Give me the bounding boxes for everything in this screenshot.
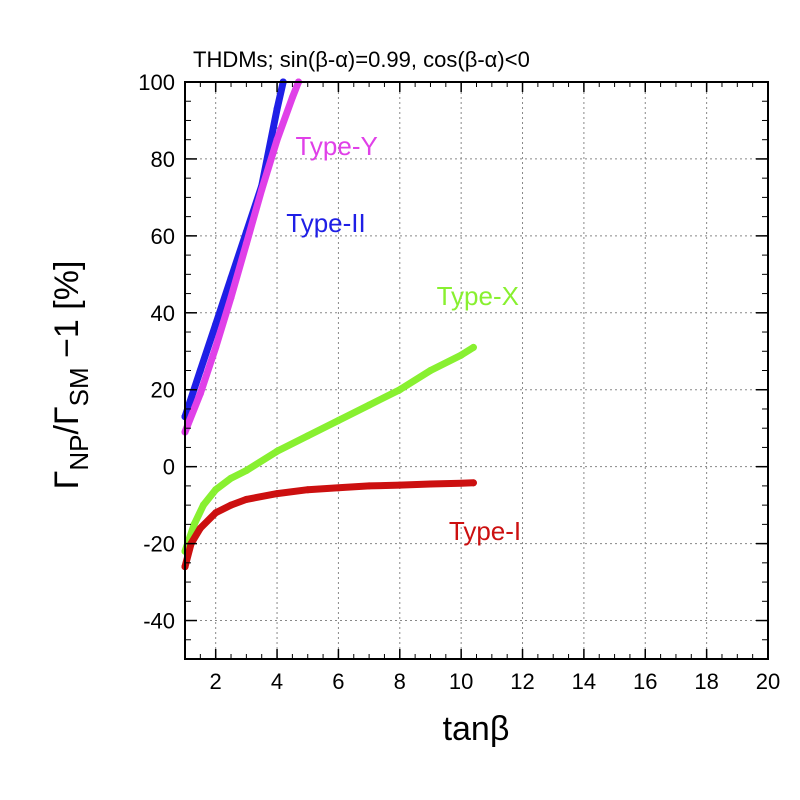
y-tick-label: 60: [151, 224, 175, 249]
data-point-type-y: [258, 186, 266, 194]
data-point-type-ii: [196, 367, 204, 374]
y-tick-label: 100: [138, 70, 175, 95]
data-point-type-x: [273, 447, 281, 455]
series-label-type-x: Type-X: [437, 281, 519, 311]
data-point-type-y: [288, 93, 296, 101]
x-tick-label: 6: [332, 669, 344, 694]
y-tick-label: -20: [143, 532, 175, 557]
y-tick-label: 40: [151, 301, 175, 326]
ticks: 2 4 6 8 10 12 14 16 18 20 -40 -20 0 20 40 60 80 100: [138, 70, 780, 694]
x-axis-label: tanβ: [443, 710, 510, 748]
data-point-type-i: [457, 479, 465, 487]
data-point-type-i: [396, 481, 404, 489]
y-label-rest: −1 [%]: [48, 261, 86, 368]
y-label-gamma-2: /Γ: [48, 406, 86, 434]
x-tick-label: 4: [271, 669, 283, 694]
data-point-type-ii: [273, 105, 281, 113]
y-tick-label: 0: [163, 455, 175, 480]
data-point-type-x: [396, 386, 404, 394]
data-point-type-i: [426, 480, 434, 488]
data-point-type-i: [334, 484, 342, 492]
data-point-type-x: [190, 520, 198, 528]
x-tick-label: 16: [633, 669, 657, 694]
data-point-type-y: [212, 343, 220, 351]
series-layer: [181, 78, 477, 571]
chart-title: THDMs; sin(β-α)=0.99, cos(β-α)<0: [193, 47, 530, 72]
data-point-type-x: [334, 417, 342, 425]
x-tick-label: 18: [694, 669, 718, 694]
data-point-type-i: [212, 509, 220, 517]
data-point-type-y: [196, 390, 204, 398]
y-label-sub-np: NP: [64, 435, 94, 471]
data-point-type-i: [227, 501, 235, 509]
series-labels: Type-II Type-Y Type-X Type-I: [286, 131, 521, 546]
series-line-type-ii: [181, 78, 287, 421]
y-label-gamma-1: Γ: [48, 471, 86, 490]
data-point-type-x: [365, 401, 373, 409]
data-point-type-x: [227, 474, 235, 482]
x-tick-label: 14: [572, 669, 596, 694]
data-point-type-i: [469, 479, 477, 487]
y-tick-label: -40: [143, 609, 175, 634]
x-tick-label: 12: [510, 669, 534, 694]
data-point-type-i: [365, 482, 373, 490]
x-tick-label: 8: [394, 669, 406, 694]
y-tick-label: 80: [151, 147, 175, 172]
y-label-sub-sm: SM: [64, 367, 94, 406]
series-label-type-i: Type-I: [449, 516, 521, 546]
x-tick-label: 20: [756, 669, 780, 694]
series-line-type-i: [181, 479, 477, 571]
data-point-type-x: [469, 343, 477, 351]
data-point-type-x: [426, 367, 434, 374]
x-tick-label: 10: [449, 669, 473, 694]
data-point-type-y: [227, 293, 235, 301]
series-label-type-y: Type-Y: [295, 131, 377, 161]
data-point-type-i: [304, 486, 312, 494]
data-point-type-x: [242, 467, 250, 475]
y-axis-label: ΓNP/ΓSM −1 [%]: [48, 261, 94, 490]
data-point-type-i: [242, 495, 250, 503]
series-label-type-ii: Type-II: [286, 208, 365, 238]
y-tick-label: 20: [151, 378, 175, 403]
data-point-type-i: [196, 524, 204, 532]
data-point-type-i: [273, 490, 281, 498]
data-point-type-x: [457, 351, 465, 359]
data-point-type-x: [199, 501, 207, 509]
data-point-type-x: [304, 432, 312, 440]
data-point-type-ii: [212, 320, 220, 328]
data-point-type-y: [273, 136, 281, 144]
data-point-type-x: [212, 486, 220, 494]
grid: [185, 82, 768, 659]
x-tick-label: 2: [210, 669, 222, 694]
data-point-type-y: [242, 240, 250, 248]
